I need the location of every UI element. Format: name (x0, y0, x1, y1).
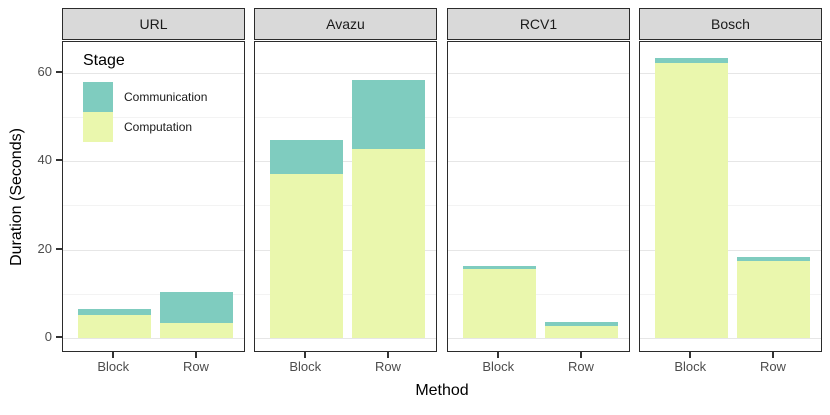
x-tick-mark (112, 352, 115, 358)
gridline-minor (63, 205, 244, 207)
gridline-major (640, 249, 821, 251)
x-tick-label-row: Row (182, 359, 209, 374)
y-tick-label-20: 20 (37, 240, 52, 256)
facet-panel-bosch (639, 41, 822, 352)
gridline-major (63, 249, 244, 251)
gridline-major (63, 338, 244, 339)
facet-strip-label: Bosch (711, 16, 750, 32)
y-tick-mark (56, 70, 62, 73)
gridline-minor (640, 293, 821, 295)
y-tick-label-60: 60 (37, 63, 52, 79)
x-tick-label-block: Block (289, 359, 322, 374)
gridline-major (640, 72, 821, 74)
x-tick-mark (497, 352, 500, 358)
facet-strip-rcv1: RCV1 (447, 8, 630, 40)
legend-entry-computation: Computation (83, 112, 207, 142)
gridline-minor (640, 205, 821, 207)
facet-strip-label: Avazu (326, 16, 365, 32)
x-tick-label-row: Row (567, 359, 594, 374)
legend-label: Communication (124, 90, 208, 104)
bar-block-segment-computation (78, 315, 151, 338)
x-tick-label-block: Block (97, 359, 130, 374)
bar-row-segment-computation (160, 322, 233, 338)
legend-entries: Communication Computation (83, 82, 207, 142)
x-tick-label-row: Row (759, 359, 786, 374)
bar-row-segment-communication (737, 257, 810, 262)
gridline-minor (640, 117, 821, 118)
x-tick-label-block: Block (482, 359, 515, 374)
gridline-major (63, 72, 244, 74)
x-tick-mark (689, 352, 692, 358)
gridline-major (63, 161, 244, 163)
legend-entry-communication: Communication (83, 82, 207, 112)
gridline-minor (63, 293, 244, 295)
y-tick-mark (56, 159, 62, 162)
bar-block-segment-communication (655, 58, 728, 63)
gridline-major (448, 338, 629, 339)
facet-strip-label: RCV1 (519, 16, 558, 32)
bar-row-segment-communication (545, 321, 618, 326)
facet-strip-avazu: Avazu (254, 8, 437, 40)
y-tick-label-0: 0 (44, 329, 52, 344)
x-tick-label-row: Row (374, 359, 401, 374)
gridline-major (640, 338, 821, 339)
gridline-major (255, 338, 436, 339)
gridline-major (255, 161, 436, 163)
x-tick-mark (771, 352, 774, 358)
facet-strip-label: URL (139, 16, 168, 32)
gridline-major (255, 72, 436, 74)
gridline-minor (448, 205, 629, 207)
x-tick-label-block: Block (674, 359, 707, 374)
bar-block-segment-communication (270, 139, 343, 175)
facet-strip-url: URL (62, 8, 245, 40)
bar-block-segment-computation (655, 62, 728, 338)
x-tick-mark (304, 352, 307, 358)
gridline-minor (255, 117, 436, 118)
gridline-minor (255, 293, 436, 295)
x-tick-mark (386, 352, 389, 358)
bar-row-segment-communication (160, 292, 233, 323)
facet-strip-bosch: Bosch (639, 8, 822, 40)
gridline-major (640, 161, 821, 163)
gridline-minor (448, 117, 629, 118)
bar-block-segment-computation (270, 174, 343, 338)
gridline-major (448, 161, 629, 163)
gridline-major (448, 72, 629, 74)
x-tick-mark (194, 352, 197, 358)
bar-row-segment-communication (352, 80, 425, 149)
bar-block-segment-communication (78, 309, 151, 315)
x-tick-mark (579, 352, 582, 358)
y-tick-label-40: 40 (37, 152, 52, 168)
gridline-major (448, 249, 629, 251)
bar-row-segment-computation (545, 325, 618, 338)
legend-swatch-communication (83, 82, 113, 112)
bar-block-segment-computation (463, 269, 536, 338)
legend-swatch-computation (83, 112, 113, 142)
legend-label: Computation (124, 120, 193, 134)
x-axis-title: Method (415, 382, 469, 399)
legend-title: Stage (83, 52, 125, 69)
bar-row-segment-computation (737, 261, 810, 338)
facet-panel-rcv1 (447, 41, 630, 352)
y-tick-mark (56, 247, 62, 250)
facet-panel-avazu (254, 41, 437, 352)
gridline-major (255, 249, 436, 251)
legend: Stage Communication Computation (83, 52, 207, 142)
gridline-minor (255, 205, 436, 207)
bar-block-segment-communication (463, 265, 536, 270)
gridline-minor (63, 117, 244, 118)
bar-row-segment-computation (352, 148, 425, 338)
gridline-minor (448, 293, 629, 295)
y-tick-mark (56, 336, 62, 338)
